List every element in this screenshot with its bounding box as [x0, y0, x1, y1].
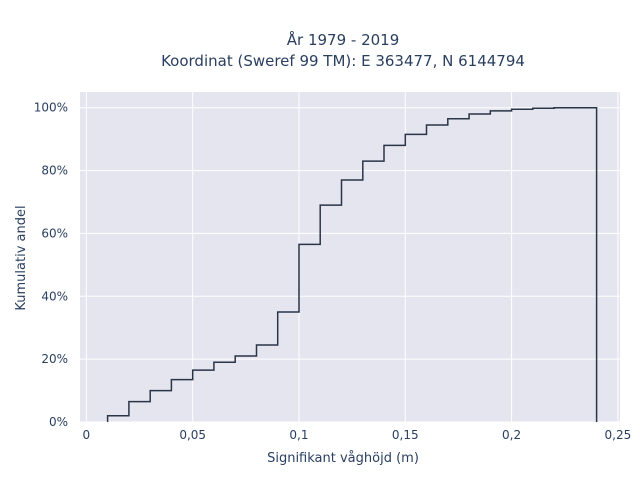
y-tick-label: 40% [41, 289, 68, 303]
x-axis-title: Signifikant våghöjd (m) [267, 451, 419, 466]
x-tick-label: 0,1 [289, 428, 308, 442]
plot-area [80, 92, 620, 422]
chart-title-line-2: Koordinat (Sweref 99 TM): E 363477, N 61… [161, 52, 525, 70]
y-tick-label: 0% [49, 415, 68, 429]
x-tick-label: 0,15 [392, 428, 419, 442]
y-tick-label: 100% [34, 101, 68, 115]
x-axis-ticks: 0 0,05 0,1 0,15 0,2 0,25 [83, 428, 632, 442]
x-tick-label: 0,2 [502, 428, 521, 442]
chart-title-line-1: År 1979 - 2019 [287, 30, 400, 49]
cumulative-step-line [106, 106, 598, 422]
x-tick-label: 0 [83, 428, 91, 442]
y-tick-label: 20% [41, 352, 68, 366]
y-tick-label: 80% [41, 164, 68, 178]
y-gridlines [80, 107, 620, 423]
y-axis-ticks: 0% 20% 40% 60% 80% 100% [34, 101, 68, 429]
x-tick-label: 0,25 [605, 428, 632, 442]
x-tick-label: 0,05 [179, 428, 206, 442]
y-tick-label: 60% [41, 226, 68, 240]
y-axis-title: Kumulativ andel [14, 205, 29, 310]
